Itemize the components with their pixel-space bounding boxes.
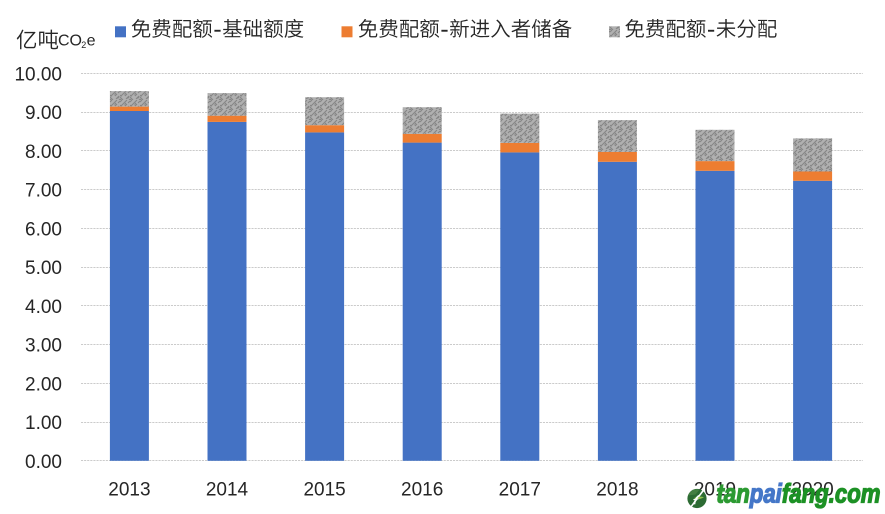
svg-text:2015: 2015 xyxy=(303,479,345,500)
svg-text:0.00: 0.00 xyxy=(25,452,62,473)
svg-text:tanpaifang.com: tanpaifang.com xyxy=(717,479,881,509)
svg-text:2017: 2017 xyxy=(499,479,541,500)
svg-text:3.00: 3.00 xyxy=(25,336,62,357)
svg-text:6.00: 6.00 xyxy=(25,219,62,240)
svg-text:2: 2 xyxy=(81,40,86,50)
svg-text:7.00: 7.00 xyxy=(25,181,62,202)
svg-text:5.00: 5.00 xyxy=(25,258,62,279)
svg-text:CO: CO xyxy=(58,33,82,50)
svg-text:9.00: 9.00 xyxy=(25,103,62,124)
svg-text:8.00: 8.00 xyxy=(25,142,62,163)
svg-text:10.00: 10.00 xyxy=(14,65,62,86)
svg-text:2018: 2018 xyxy=(596,479,638,500)
svg-text:4.00: 4.00 xyxy=(25,297,62,318)
svg-text:2014: 2014 xyxy=(206,479,249,500)
svg-text:e: e xyxy=(87,33,96,50)
svg-text:2020: 2020 xyxy=(791,479,833,500)
svg-text:2016: 2016 xyxy=(401,479,443,500)
svg-text:2.00: 2.00 xyxy=(25,374,62,395)
svg-text:1.00: 1.00 xyxy=(25,413,62,434)
svg-text:2013: 2013 xyxy=(108,479,150,500)
